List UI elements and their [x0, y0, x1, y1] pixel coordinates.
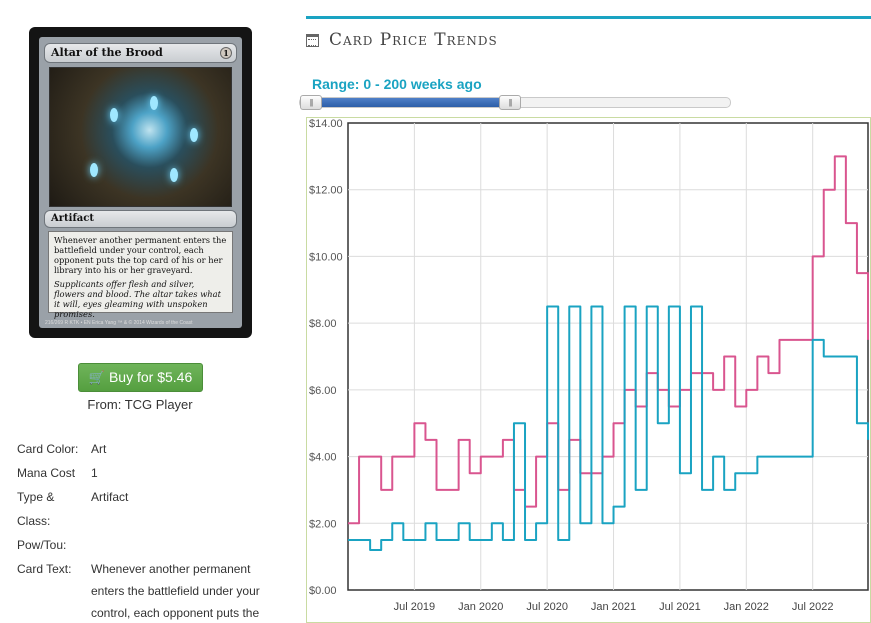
series-line-1	[348, 305, 869, 551]
card-art	[49, 67, 232, 207]
detail-row: Mana Cost 1	[17, 461, 261, 485]
y-tick-label: $12.00	[309, 185, 343, 197]
flame-icon	[190, 128, 198, 142]
detail-key: Pow/Tou:	[17, 538, 67, 552]
detail-value: Artifact	[91, 490, 129, 504]
x-tick-label: Jul 2019	[394, 601, 436, 613]
range-handle-min[interactable]: |||	[300, 95, 322, 110]
detail-key: Card Color:	[17, 442, 79, 456]
y-tick-label: $0.00	[309, 585, 337, 597]
detail-value: Whenever another permanent enters the ba…	[91, 562, 260, 620]
detail-value: Art	[91, 442, 107, 456]
detail-key: Card Text:	[17, 562, 72, 576]
card-frame: Altar of the Brood 1 Artifact Whenever a…	[39, 37, 242, 328]
section-title: Card Price Trends	[329, 30, 498, 50]
y-tick-label: $4.00	[309, 452, 337, 464]
range-label: Range: 0 - 200 weeks ago	[312, 76, 482, 92]
x-tick-label: Jan 2020	[458, 601, 503, 613]
range-slider[interactable]: ||| |||	[299, 95, 731, 110]
plot-area	[347, 122, 869, 591]
calendar-icon	[306, 33, 319, 47]
card-details: Card Color: Art Mana Cost 1 Type & Class…	[17, 437, 261, 623]
buy-source: From: TCG Player	[87, 397, 193, 412]
card-name-text: Altar of the Brood	[51, 46, 163, 59]
range-slider-fill	[300, 98, 510, 107]
y-tick-label: $8.00	[309, 318, 337, 330]
cart-icon: 🛒	[88, 370, 105, 385]
detail-row: Type & Class: Artifact	[17, 485, 261, 533]
x-tick-label: Jan 2022	[724, 601, 769, 613]
y-tick-label: $14.00	[309, 118, 343, 130]
detail-value: 1	[91, 466, 98, 480]
buy-button-label: Buy for $5.46	[108, 369, 193, 385]
price-chart-svg: $0.00 $2.00 $4.00 $6.00 $8.00 $10.00 $12.00 $14…	[309, 118, 869, 613]
card-image: Altar of the Brood 1 Artifact Whenever a…	[29, 27, 252, 338]
detail-row: Card Color: Art	[17, 437, 261, 461]
x-tick-label: Jul 2021	[659, 601, 701, 613]
card-footer: 216/269 R KTK • EN Erica Yang ™ & © 2014…	[45, 320, 193, 326]
x-tick-label: Jan 2021	[591, 601, 636, 613]
card-type-line: Artifact	[44, 210, 237, 228]
card-text-box: Whenever another permanent enters the ba…	[48, 231, 233, 319]
y-tick-label: $10.00	[309, 251, 343, 263]
card-rules-text: Whenever another permanent enters the ba…	[54, 235, 227, 275]
buy-button[interactable]: 🛒 Buy for $5.46	[78, 363, 203, 392]
detail-key: Type & Class:	[17, 490, 55, 528]
detail-value	[91, 533, 261, 557]
y-tick-label: $6.00	[309, 385, 337, 397]
flame-icon	[110, 108, 118, 122]
flame-icon	[150, 96, 158, 110]
range-handle-max[interactable]: |||	[499, 95, 521, 110]
mana-symbol-icon: 1	[220, 47, 232, 59]
section-divider	[306, 16, 871, 19]
card-flavor-text: Supplicants offer flesh and silver, flow…	[54, 279, 221, 319]
x-tick-label: Jul 2022	[792, 601, 834, 613]
detail-row: Pow/Tou:	[17, 533, 261, 557]
section-header: Card Price Trends	[306, 27, 498, 53]
flame-icon	[90, 163, 98, 177]
x-tick-label: Jul 2020	[526, 601, 568, 613]
detail-key: Mana Cost	[17, 466, 76, 480]
card-name: Altar of the Brood 1	[44, 43, 237, 63]
series-line-0	[348, 155, 869, 525]
flame-icon	[170, 168, 178, 182]
y-tick-label: $2.00	[309, 518, 337, 530]
price-chart: $0.00 $2.00 $4.00 $6.00 $8.00 $10.00 $12.00 $14…	[306, 117, 871, 623]
detail-row: Card Text: Whenever another permanent en…	[17, 557, 261, 623]
